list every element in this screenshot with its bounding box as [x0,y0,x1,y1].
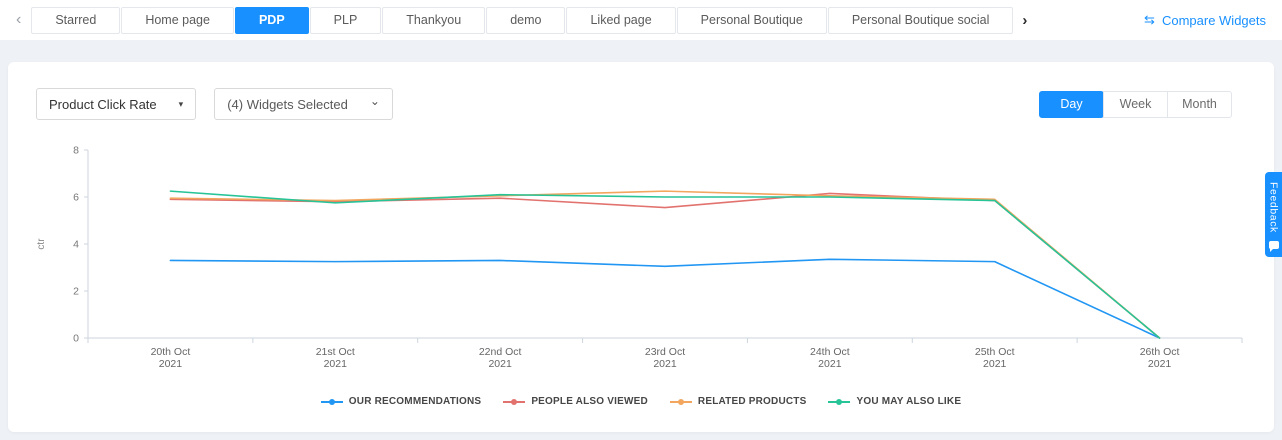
svg-text:20th Oct: 20th Oct [151,346,191,358]
widgets-select[interactable]: (4) Widgets Selected ⌄ [214,88,393,120]
svg-text:2021: 2021 [653,358,677,370]
svg-text:23rd Oct: 23rd Oct [645,346,685,358]
legend-item-our-recommendations[interactable]: OUR RECOMMENDATIONS [320,396,482,407]
tab-personal-boutique-social[interactable]: Personal Boutique social [827,6,1014,34]
series-line-our-recommendations[interactable] [169,258,1161,339]
tab-starred[interactable]: Starred [31,6,121,34]
chart-legend: OUR RECOMMENDATIONS PEOPLE ALSO VIEWED REL… [8,396,1274,407]
tab-liked-page[interactable]: Liked page [566,6,676,34]
tabs-bar: ‹ Starred Home page PDP PLP Thankyou demo Like… [0,0,1282,40]
legend-line-icon [669,398,692,405]
feedback-tab[interactable]: Feedback [1265,172,1282,257]
svg-text:22nd Oct: 22nd Oct [479,346,522,358]
tab-pdp[interactable]: PDP [234,6,309,34]
svg-text:0: 0 [73,333,79,345]
svg-text:2: 2 [73,286,79,298]
compare-widgets-label: Compare Widgets [1161,12,1266,28]
tabs-scroll-right-icon[interactable]: › [1022,11,1028,29]
legend-label: OUR RECOMMENDATIONS [348,396,482,407]
chevron-down-icon: ⌄ [369,94,380,108]
legend-line-icon [828,398,851,405]
series-line-you-may-also-like[interactable] [169,190,1161,339]
svg-text:8: 8 [73,145,79,157]
legend-item-people-also-viewed[interactable]: PEOPLE ALSO VIEWED [503,396,648,407]
svg-text:25th Oct: 25th Oct [975,346,1015,358]
widgets-select-value: (4) Widgets Selected [227,96,348,112]
caret-down-icon: ▾ [178,98,184,109]
tab-thankyou[interactable]: Thankyou [382,6,486,34]
feedback-chat-icon [1268,240,1279,252]
svg-text:6: 6 [73,192,79,204]
page-tabs: Starred Home page PDP PLP Thankyou demo Liked … [31,6,1014,34]
svg-text:2021: 2021 [324,358,348,370]
legend-label: RELATED PRODUCTS [697,396,807,407]
svg-text:2021: 2021 [1148,358,1172,370]
svg-text:ctr: ctr [36,238,47,250]
svg-text:2021: 2021 [159,358,183,370]
period-day-button[interactable]: Day [1039,90,1104,118]
compare-widgets-link[interactable]: ⇆ Compare Widgets [1144,12,1266,28]
tab-plp[interactable]: PLP [309,6,382,34]
period-toggle: Day Week Month [1039,90,1232,118]
legend-item-related-products[interactable]: RELATED PRODUCTS [669,396,807,407]
tab-home-page[interactable]: Home page [121,6,234,34]
tab-demo[interactable]: demo [486,6,566,34]
metric-select-value: Product Click Rate [49,96,157,112]
svg-text:4: 4 [73,239,79,251]
period-week-button[interactable]: Week [1103,90,1168,118]
compare-arrows-icon: ⇆ [1144,12,1155,27]
series-line-related-products[interactable] [169,190,1161,339]
legend-line-icon [320,398,343,405]
svg-text:2021: 2021 [818,358,842,370]
period-month-button[interactable]: Month [1167,90,1232,118]
feedback-label: Feedback [1267,182,1280,233]
legend-label: PEOPLE ALSO VIEWED [531,396,648,407]
svg-text:21st Oct: 21st Oct [316,346,355,358]
tabs-scroll-left-icon[interactable]: ‹ [16,11,22,28]
metric-select[interactable]: Product Click Rate ▾ [36,88,197,120]
svg-text:2021: 2021 [488,358,512,370]
legend-label: YOU MAY ALSO LIKE [856,396,962,407]
legend-line-icon [503,398,526,405]
chart-card: Product Click Rate ▾ (4) Widgets Selecte… [8,62,1274,432]
svg-text:26th Oct: 26th Oct [1140,346,1180,358]
tab-personal-boutique[interactable]: Personal Boutique [676,6,827,34]
svg-text:2021: 2021 [983,358,1007,370]
svg-text:24th Oct: 24th Oct [810,346,850,358]
legend-item-you-may-also-like[interactable]: YOU MAY ALSO LIKE [828,396,961,407]
chart-controls: Product Click Rate ▾ (4) Widgets Selecte… [36,88,1232,120]
